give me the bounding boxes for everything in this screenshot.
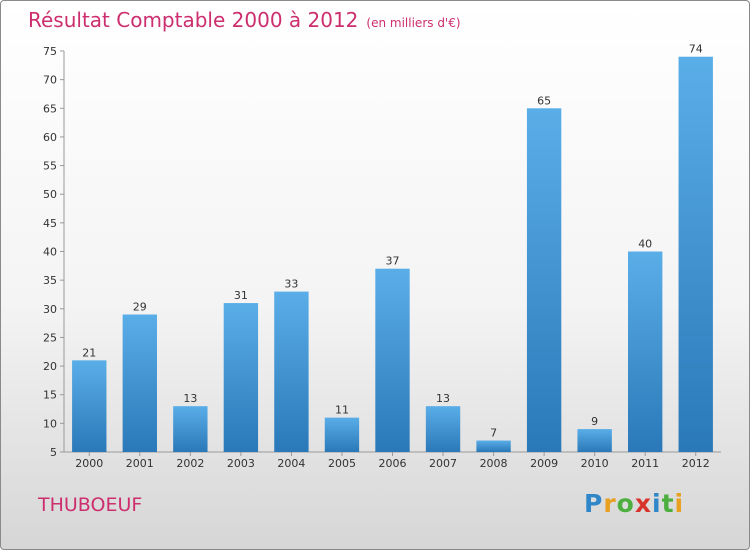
y-tick-label: 55 bbox=[43, 160, 57, 173]
title-unit: (en milliers d'€) bbox=[366, 16, 461, 30]
bar-value-label: 9 bbox=[591, 415, 598, 428]
bar-value-label: 11 bbox=[335, 404, 349, 417]
x-tick-label: 2005 bbox=[328, 457, 356, 470]
y-tick-label: 40 bbox=[43, 246, 57, 259]
bar bbox=[678, 56, 713, 452]
logo-letter: x bbox=[634, 489, 652, 518]
x-tick-label: 2008 bbox=[480, 457, 508, 470]
y-tick-label: 45 bbox=[43, 217, 57, 230]
logo-letter: t bbox=[661, 489, 675, 518]
bar bbox=[122, 314, 157, 452]
bar-value-label: 74 bbox=[689, 43, 703, 56]
bar bbox=[526, 108, 562, 453]
commune-name: THUBOEUF bbox=[38, 494, 143, 516]
bar-value-label: 7 bbox=[490, 427, 497, 440]
y-tick-label: 60 bbox=[43, 131, 57, 144]
x-tick-label: 2007 bbox=[429, 457, 457, 470]
bar bbox=[375, 268, 410, 452]
y-tick-label: 75 bbox=[43, 45, 57, 58]
y-tick-label: 70 bbox=[43, 74, 57, 87]
bar bbox=[628, 251, 663, 452]
bar-value-label: 40 bbox=[638, 238, 652, 251]
bar bbox=[173, 406, 208, 452]
y-tick-label: 25 bbox=[43, 331, 57, 344]
x-tick-label: 2009 bbox=[530, 457, 558, 470]
bar bbox=[577, 429, 612, 452]
y-tick-label: 65 bbox=[43, 102, 57, 115]
logo-letter: o bbox=[616, 489, 635, 518]
title-text: Résultat Comptable 2000 à 2012 bbox=[28, 8, 359, 32]
x-tick-label: 2004 bbox=[277, 457, 305, 470]
proxiti-logo: Proxiti bbox=[584, 489, 684, 518]
logo-letter: P bbox=[584, 489, 604, 518]
x-tick-label: 2002 bbox=[176, 457, 204, 470]
y-tick-label: 10 bbox=[43, 417, 57, 430]
y-tick-label: 50 bbox=[43, 188, 57, 201]
bar-value-label: 13 bbox=[183, 392, 197, 405]
y-tick-label: 15 bbox=[43, 389, 57, 402]
x-tick-label: 2010 bbox=[581, 457, 609, 470]
bar bbox=[223, 303, 259, 452]
data-labels: 21 29 13 31 33 11 37 13 7 65 9 40 74 bbox=[82, 43, 702, 440]
bar-value-label: 65 bbox=[537, 94, 551, 107]
x-tick-label: 2011 bbox=[631, 457, 659, 470]
x-tick-label: 2001 bbox=[126, 457, 154, 470]
y-tick-label: 30 bbox=[43, 303, 57, 316]
bar-value-label: 21 bbox=[82, 346, 96, 359]
y-tick-label: 20 bbox=[43, 360, 57, 373]
x-tick-label: 2006 bbox=[379, 457, 407, 470]
bars bbox=[72, 56, 713, 453]
logo-letter: i bbox=[652, 489, 662, 518]
logo-letter: i bbox=[674, 489, 685, 518]
y-tick-label: 5 bbox=[50, 446, 57, 459]
x-tick-label: 2000 bbox=[75, 457, 103, 470]
bar bbox=[425, 406, 461, 452]
axes: 5 10 15 20 25 30 35 40 45 50 55 60 65 70 75 2000 2001 200… bbox=[43, 45, 721, 470]
bar-value-label: 13 bbox=[436, 392, 450, 405]
logo-letter: r bbox=[603, 489, 617, 518]
x-tick-label: 2003 bbox=[227, 457, 255, 470]
bar bbox=[274, 291, 309, 452]
y-tick-label: 35 bbox=[43, 274, 57, 287]
chart-title: Résultat Comptable 2000 à 2012 (en millie… bbox=[28, 8, 461, 32]
bar-value-label: 29 bbox=[133, 301, 147, 314]
x-tick-label: 2012 bbox=[682, 457, 710, 470]
bar bbox=[72, 360, 107, 452]
bar-value-label: 37 bbox=[386, 255, 400, 268]
bar-value-label: 33 bbox=[284, 278, 298, 291]
bar bbox=[324, 417, 360, 452]
bar bbox=[476, 440, 511, 452]
bar-value-label: 31 bbox=[234, 289, 248, 302]
